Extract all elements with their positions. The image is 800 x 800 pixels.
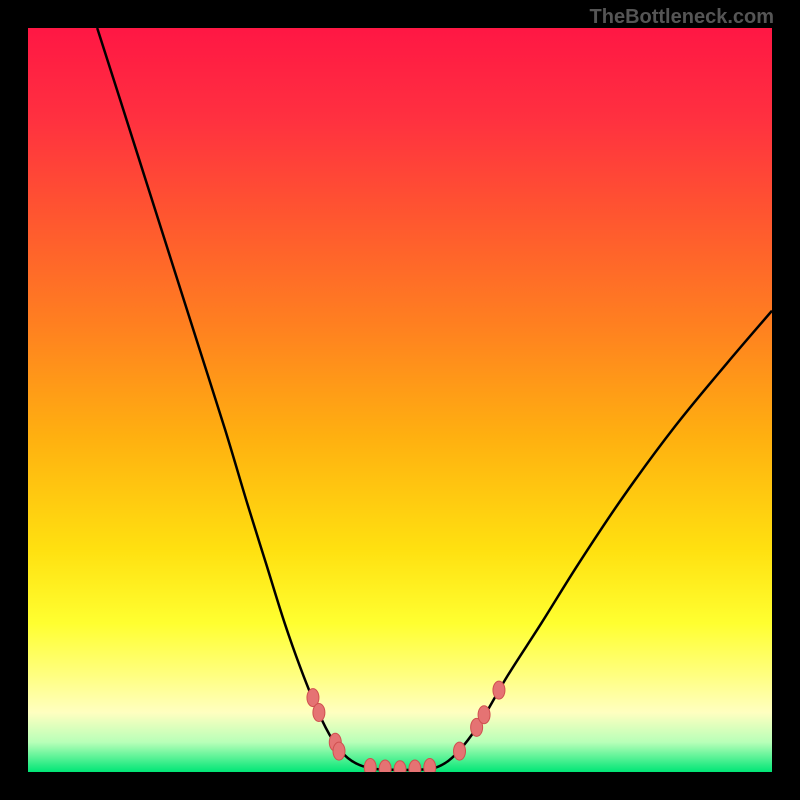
curve-marker [478,706,490,724]
bottleneck-curve [97,28,772,770]
curve-marker [409,760,421,772]
watermark-text: TheBottleneck.com [590,6,774,29]
curve-layer [28,28,772,772]
curve-marker [364,759,376,772]
curve-marker [313,703,325,721]
curve-marker [493,681,505,699]
chart-container: TheBottleneck.com [0,0,800,800]
curve-marker [333,742,345,760]
curve-markers [307,681,505,772]
curve-marker [394,761,406,772]
curve-marker [424,759,436,772]
plot-area [28,28,772,772]
curve-marker [379,760,391,772]
curve-marker [454,742,466,760]
